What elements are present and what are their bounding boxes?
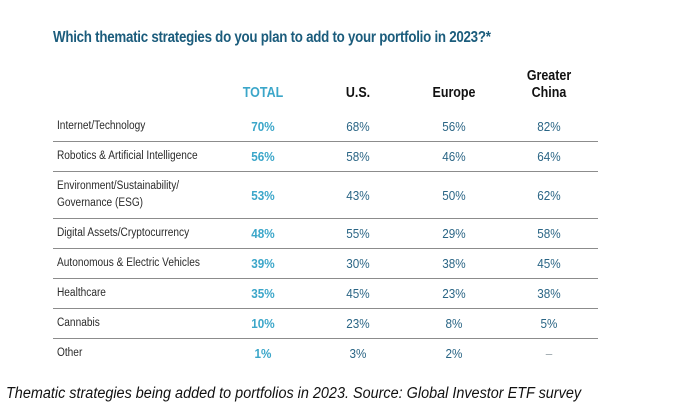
column-header-greater-china-line1: Greater — [526, 68, 572, 84]
cell-europe: 56% — [442, 119, 466, 134]
cell-total: 1% — [254, 346, 272, 361]
table-row: Cannabis 10% 23% 8% 5% — [53, 309, 598, 339]
cell-greater-china: 45% — [537, 256, 561, 271]
cell-europe: 46% — [442, 149, 466, 164]
table-row: Internet/Technology 70% 68% 56% 82% — [53, 112, 598, 142]
cell-total: 70% — [251, 119, 275, 134]
table-body: Internet/Technology 70% 68% 56% 82% Robotics … — [53, 112, 598, 368]
cell-us: 23% — [346, 316, 370, 331]
cell-greater-china: 64% — [537, 149, 561, 164]
row-label-line1: Other — [57, 347, 83, 359]
cell-total: 56% — [251, 149, 275, 164]
cell-total: 35% — [251, 286, 275, 301]
row-label-line1: Robotics & Artificial Intelligence — [57, 150, 198, 162]
row-label-line1: Environment/Sustainability/ — [57, 180, 180, 192]
cell-total: 10% — [251, 316, 275, 331]
cell-total: 39% — [251, 256, 275, 271]
row-label-line1: Internet/Technology — [57, 120, 146, 132]
row-label-line2: Governance (ESG) — [57, 197, 144, 209]
row-label-line1: Cannabis — [57, 317, 100, 329]
row-label: Internet/Technology — [57, 118, 145, 135]
cell-europe: 23% — [442, 286, 466, 301]
column-header-europe: Europe — [432, 85, 476, 101]
table-row: Digital Assets/Cryptocurrency 48% 55% 29% 58… — [53, 219, 598, 249]
column-header-greater-china-line2: China — [531, 85, 567, 101]
row-label: Healthcare — [57, 285, 106, 302]
cell-europe: 38% — [442, 256, 466, 271]
table-row: Environment/Sustainability/Governance (E… — [53, 172, 598, 219]
cell-us: 43% — [346, 187, 370, 203]
cell-europe: 8% — [445, 316, 463, 331]
row-label: Digital Assets/Cryptocurrency — [57, 225, 189, 242]
cell-greater-china: 5% — [540, 316, 558, 331]
caption: Thematic strategies being added to portf… — [6, 385, 582, 402]
cell-greater-china: 38% — [537, 286, 561, 301]
row-label-line1: Digital Assets/Cryptocurrency — [57, 227, 190, 239]
table-row: Autonomous & Electric Vehicles 39% 30% 38% 4… — [53, 249, 598, 279]
cell-europe: 50% — [442, 187, 466, 203]
cell-us: 3% — [349, 346, 367, 361]
header-row: TOTAL U.S. Europe Greater China — [53, 62, 598, 112]
cell-europe: 2% — [445, 346, 463, 361]
row-label: Other — [57, 345, 82, 362]
row-label: Cannabis — [57, 315, 100, 332]
cell-us: 30% — [346, 256, 370, 271]
table-title: Which thematic strategies do you plan to… — [53, 29, 491, 46]
cell-us: 55% — [346, 226, 370, 241]
cell-total: 48% — [251, 226, 275, 241]
strategies-table: TOTAL U.S. Europe Greater China Internet… — [53, 62, 598, 368]
column-header-us: U.S. — [345, 85, 371, 101]
cell-greater-china: 82% — [537, 119, 561, 134]
cell-us: 68% — [346, 119, 370, 134]
cell-europe: 29% — [442, 226, 466, 241]
table-row: Other 1% 3% 2% – — [53, 339, 598, 368]
row-label-line1: Autonomous & Electric Vehicles — [57, 257, 200, 269]
table-row: Robotics & Artificial Intelligence 56% 58%… — [53, 142, 598, 172]
cell-greater-china: – — [545, 346, 553, 361]
column-header-total: TOTAL — [242, 85, 284, 101]
cell-total: 53% — [251, 187, 275, 203]
row-label: Autonomous & Electric Vehicles — [57, 255, 200, 272]
cell-us: 58% — [346, 149, 370, 164]
table-row: Healthcare 35% 45% 23% 38% — [53, 279, 598, 309]
row-label-line1: Healthcare — [57, 287, 106, 299]
row-label: Robotics & Artificial Intelligence — [57, 148, 198, 165]
cell-greater-china: 58% — [537, 226, 561, 241]
row-label: Environment/Sustainability/Governance (E… — [57, 178, 179, 212]
column-header-greater-china: Greater China — [515, 68, 584, 102]
cell-us: 45% — [346, 286, 370, 301]
cell-greater-china: 62% — [537, 187, 561, 203]
